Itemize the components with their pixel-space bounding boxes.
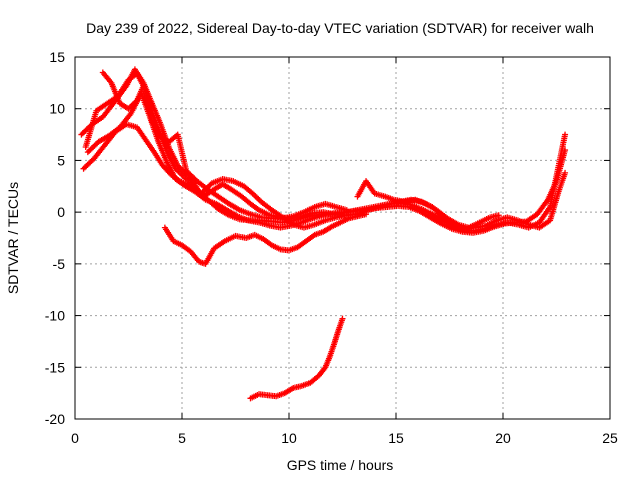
data-point	[562, 169, 569, 176]
data-point	[363, 211, 370, 218]
y-tick-label: -15	[45, 359, 65, 375]
plot-frame	[74, 56, 611, 420]
y-tick-labels: -20 -15 -10 -5 0 5 10 15	[45, 49, 65, 427]
data-point	[343, 207, 350, 214]
y-tick-label: -10	[45, 308, 65, 324]
data-points	[78, 66, 569, 402]
series-track-h	[247, 315, 346, 402]
x-tick-label: 25	[602, 430, 618, 446]
y-tick-label: -20	[45, 411, 65, 427]
data-point	[562, 131, 569, 138]
y-tick-label: 10	[49, 101, 65, 117]
y-tick-label: 0	[57, 204, 65, 220]
data-point	[495, 212, 502, 219]
data-point	[562, 147, 569, 154]
data-point	[207, 181, 214, 188]
y-axis-title: SDTVAR / TECUs	[5, 182, 21, 294]
x-tick-label: 10	[281, 430, 297, 446]
series-track-e	[99, 69, 348, 222]
data-point	[341, 212, 348, 219]
x-tick-label: 15	[388, 430, 404, 446]
x-tick-labels: 0 5 10 15 20 25	[71, 430, 618, 446]
chart-title: Day 239 of 2022, Sidereal Day-to-day VTE…	[86, 20, 594, 36]
x-tick-label: 0	[71, 430, 79, 446]
y-tick-label: -5	[53, 256, 66, 272]
series-track-f	[354, 178, 502, 231]
grid	[75, 57, 610, 419]
x-tick-label: 5	[178, 430, 186, 446]
y-tick-label: 15	[49, 49, 65, 65]
x-tick-label: 20	[495, 430, 511, 446]
series-track-g	[161, 211, 370, 267]
x-axis-title: GPS time / hours	[287, 457, 394, 473]
data-point	[339, 315, 346, 322]
y-tick-label: 5	[57, 152, 65, 168]
